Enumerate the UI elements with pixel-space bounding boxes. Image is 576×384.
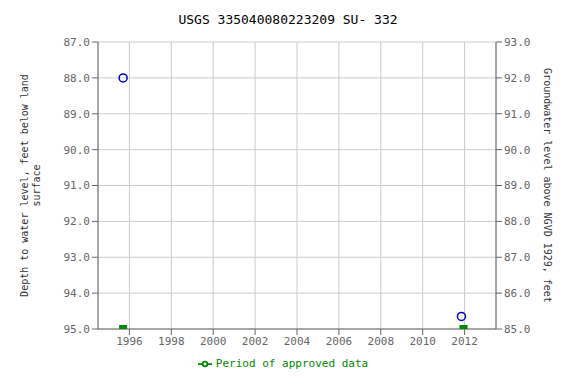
svg-text:85.0: 85.0 [504, 323, 531, 336]
svg-text:88.0: 88.0 [504, 215, 531, 228]
svg-text:2004: 2004 [284, 335, 311, 348]
svg-text:1998: 1998 [158, 335, 185, 348]
svg-text:2008: 2008 [368, 335, 395, 348]
html-text:USGS 335040080223209 SU- 332: USGS 335040080223209 SU- 332 [178, 12, 398, 27]
svg-text:91.0: 91.0 [504, 108, 531, 121]
svg-text:95.0: 95.0 [64, 323, 91, 336]
svg-text:2002: 2002 [242, 335, 269, 348]
svg-text:2012: 2012 [451, 335, 478, 348]
svg-text:2010: 2010 [409, 335, 436, 348]
svg-text:89.0: 89.0 [504, 179, 531, 192]
svg-text:92.0: 92.0 [64, 215, 91, 228]
svg-text:89.0: 89.0 [64, 108, 91, 121]
svg-text:93.0: 93.0 [64, 251, 91, 264]
svg-text:88.0: 88.0 [64, 72, 91, 85]
svg-text:87.0: 87.0 [64, 36, 91, 49]
svg-text:90.0: 90.0 [64, 144, 91, 157]
svg-text:86.0: 86.0 [504, 287, 531, 300]
svg-text:Depth to water level, feet bel: Depth to water level, feet below landsur… [19, 74, 42, 297]
svg-text:92.0: 92.0 [504, 72, 531, 85]
svg-text:93.0: 93.0 [504, 36, 531, 49]
svg-text:87.0: 87.0 [504, 251, 531, 264]
svg-text:94.0: 94.0 [64, 287, 91, 300]
svg-text:Groundwater level above NGVD 1: Groundwater level above NGVD 1929, feet [542, 68, 553, 303]
svg-text:90.0: 90.0 [504, 144, 531, 157]
svg-text:2006: 2006 [326, 335, 353, 348]
svg-text:2000: 2000 [200, 335, 227, 348]
svg-text:91.0: 91.0 [64, 179, 91, 192]
html-text:Period of approved data: Period of approved data [215, 357, 369, 370]
svg-text:1996: 1996 [116, 335, 143, 348]
